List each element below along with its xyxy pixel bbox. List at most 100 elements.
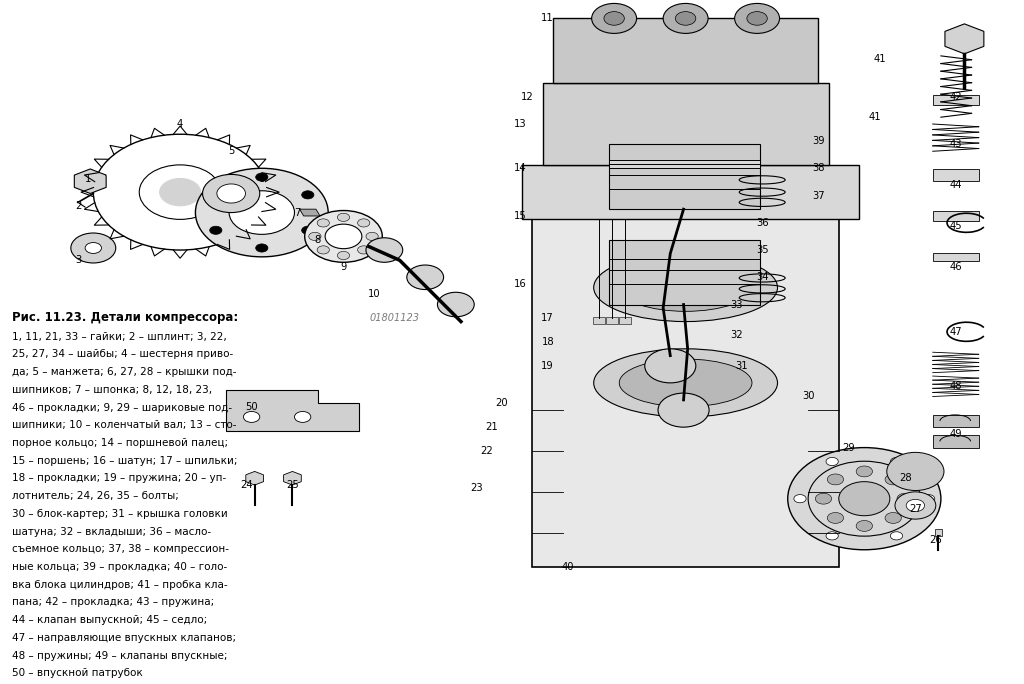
Circle shape xyxy=(357,246,370,254)
Circle shape xyxy=(885,512,901,523)
Text: 47 – направляющие впускных клапанов;: 47 – направляющие впускных клапанов; xyxy=(11,633,236,643)
Text: 25, 27, 34 – шайбы; 4 – шестерня приво-: 25, 27, 34 – шайбы; 4 – шестерня приво- xyxy=(11,350,232,360)
Text: 23: 23 xyxy=(470,484,482,493)
Polygon shape xyxy=(945,24,984,54)
Text: 42: 42 xyxy=(950,92,963,102)
Bar xyxy=(933,253,979,261)
Circle shape xyxy=(244,412,260,423)
Bar xyxy=(609,240,760,304)
Circle shape xyxy=(897,493,913,504)
Text: 35: 35 xyxy=(756,245,768,255)
Circle shape xyxy=(407,265,443,289)
Circle shape xyxy=(256,244,268,252)
Circle shape xyxy=(856,466,872,477)
Circle shape xyxy=(437,292,474,317)
Circle shape xyxy=(658,393,709,427)
Circle shape xyxy=(887,452,944,490)
Bar xyxy=(933,415,979,427)
Ellipse shape xyxy=(594,254,777,321)
Text: 24: 24 xyxy=(241,480,253,490)
Text: 33: 33 xyxy=(730,300,743,310)
Polygon shape xyxy=(935,529,942,536)
Circle shape xyxy=(366,233,378,241)
Text: 16: 16 xyxy=(514,279,526,289)
Text: 19: 19 xyxy=(542,361,554,371)
Text: 18 – прокладки; 19 – пружина; 20 – уп-: 18 – прокладки; 19 – пружина; 20 – уп- xyxy=(11,473,226,484)
Polygon shape xyxy=(532,220,839,567)
Text: 8: 8 xyxy=(314,235,322,245)
Text: 12: 12 xyxy=(521,92,534,102)
Text: 45: 45 xyxy=(950,221,963,231)
Text: 43: 43 xyxy=(950,140,963,149)
Circle shape xyxy=(734,3,779,34)
Circle shape xyxy=(815,493,831,504)
Text: 37: 37 xyxy=(812,191,824,200)
Bar xyxy=(620,317,632,324)
Text: да; 5 – манжета; 6, 27, 28 – крышки под-: да; 5 – манжета; 6, 27, 28 – крышки под- xyxy=(11,367,237,377)
Text: 29: 29 xyxy=(843,443,855,453)
Polygon shape xyxy=(284,471,301,485)
Circle shape xyxy=(229,191,295,235)
Circle shape xyxy=(309,233,322,241)
Circle shape xyxy=(302,191,314,199)
Circle shape xyxy=(794,495,806,503)
Bar xyxy=(606,317,618,324)
Text: 10: 10 xyxy=(368,289,381,300)
Polygon shape xyxy=(75,169,106,194)
Text: 11: 11 xyxy=(542,14,554,23)
Circle shape xyxy=(885,474,901,485)
Circle shape xyxy=(295,412,311,423)
Text: ные кольца; 39 – прокладка; 40 – голо-: ные кольца; 39 – прокладка; 40 – голо- xyxy=(11,562,227,572)
Text: 41: 41 xyxy=(873,54,886,64)
Circle shape xyxy=(895,492,936,519)
Text: 22: 22 xyxy=(480,446,493,456)
Text: 18: 18 xyxy=(542,337,554,347)
Circle shape xyxy=(839,482,890,516)
Circle shape xyxy=(827,512,844,523)
Ellipse shape xyxy=(594,349,777,417)
Text: 5: 5 xyxy=(228,146,234,156)
Bar xyxy=(609,160,760,168)
Text: порное кольцо; 14 – поршневой палец;: порное кольцо; 14 – поршневой палец; xyxy=(11,438,227,448)
Circle shape xyxy=(317,219,330,227)
Text: 50: 50 xyxy=(246,402,258,412)
Bar xyxy=(593,317,605,324)
Circle shape xyxy=(210,226,222,235)
Text: 27: 27 xyxy=(909,504,922,514)
Circle shape xyxy=(890,458,902,466)
Circle shape xyxy=(906,499,925,512)
Text: 32: 32 xyxy=(730,330,743,340)
Text: шипники; 10 – коленчатый вал; 13 – сто-: шипники; 10 – коленчатый вал; 13 – сто- xyxy=(11,421,237,430)
Text: Рис. 11.23. Детали компрессора:: Рис. 11.23. Детали компрессора: xyxy=(11,311,238,324)
Circle shape xyxy=(196,168,328,257)
Ellipse shape xyxy=(620,263,752,311)
Circle shape xyxy=(604,12,625,25)
Text: 31: 31 xyxy=(735,361,749,371)
Text: 20: 20 xyxy=(496,398,508,408)
Circle shape xyxy=(592,3,637,34)
Text: 15 – поршень; 16 – шатун; 17 – шпильки;: 15 – поршень; 16 – шатун; 17 – шпильки; xyxy=(11,456,238,466)
Circle shape xyxy=(890,531,902,540)
Circle shape xyxy=(827,474,844,485)
Text: 1, 11, 21, 33 – гайки; 2 – шплинт; 3, 22,: 1, 11, 21, 33 – гайки; 2 – шплинт; 3, 22… xyxy=(11,332,226,342)
Text: 48 – пружины; 49 – клапаны впускные;: 48 – пружины; 49 – клапаны впускные; xyxy=(11,650,227,661)
Circle shape xyxy=(317,246,330,254)
Text: 2: 2 xyxy=(75,201,81,211)
Text: 1: 1 xyxy=(85,174,91,183)
Text: 9: 9 xyxy=(340,262,347,272)
Text: 01801123: 01801123 xyxy=(370,313,420,323)
Text: 14: 14 xyxy=(514,163,526,173)
Text: 7: 7 xyxy=(294,207,301,218)
Circle shape xyxy=(337,252,349,259)
Bar xyxy=(609,144,760,209)
Polygon shape xyxy=(543,83,828,165)
Text: 3: 3 xyxy=(75,255,81,265)
Text: 49: 49 xyxy=(950,429,963,439)
Text: 4: 4 xyxy=(177,119,183,129)
Circle shape xyxy=(787,447,941,550)
Circle shape xyxy=(676,12,696,25)
Text: 44: 44 xyxy=(950,181,963,190)
Text: 46 – прокладки; 9, 29 – шариковые под-: 46 – прокладки; 9, 29 – шариковые под- xyxy=(11,403,231,412)
Text: лотнитель; 24, 26, 35 – болты;: лотнитель; 24, 26, 35 – болты; xyxy=(11,491,178,501)
Text: 28: 28 xyxy=(899,473,911,483)
